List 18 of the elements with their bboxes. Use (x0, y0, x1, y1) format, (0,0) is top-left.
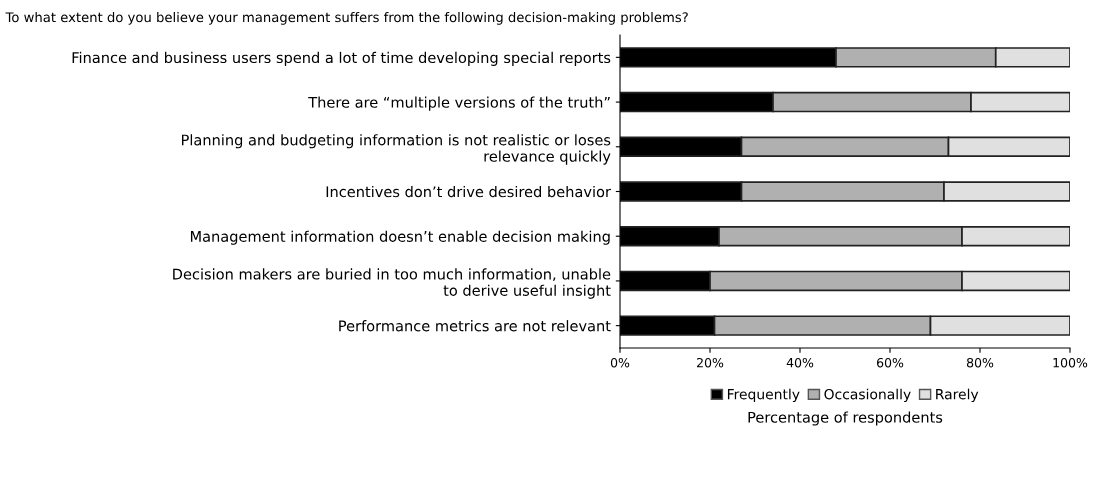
y-tick-label: Incentives don’t drive desired behavior (326, 185, 611, 198)
y-tick-label: Decision makers are buried in too much information, unable to derive useful insight (173, 268, 611, 299)
x-tick-label: 40% (786, 357, 814, 368)
y-tick-label: There are “multiple versions of the truth” (308, 96, 610, 111)
y-tick-label: Planning and budgeting information is not realistic or loses relevance quickly (181, 134, 611, 165)
x-tick-label: 0% (610, 357, 630, 368)
x-tick-label: 80% (966, 357, 994, 368)
y-tick-label: Performance metrics are not relevant (339, 320, 611, 332)
legend-label: Frequently (727, 388, 800, 403)
x-tick-label: 20% (697, 357, 724, 368)
text: To what extent do you believe your management suffers from the following decision-making problems? (5, 11, 688, 25)
x-tick-label: 60% (876, 357, 904, 368)
y-tick-label: Finance and business users spend a lot of time developing special reports (72, 51, 611, 66)
legend-label: Occasionally (824, 388, 911, 403)
x-tick-label: 100% (1053, 357, 1088, 368)
x-axis-title: Percentage of respondents (748, 411, 943, 426)
legend-label: Rarely (936, 388, 979, 403)
y-tick-label: Management information doesn’t enable decision making (190, 230, 610, 245)
